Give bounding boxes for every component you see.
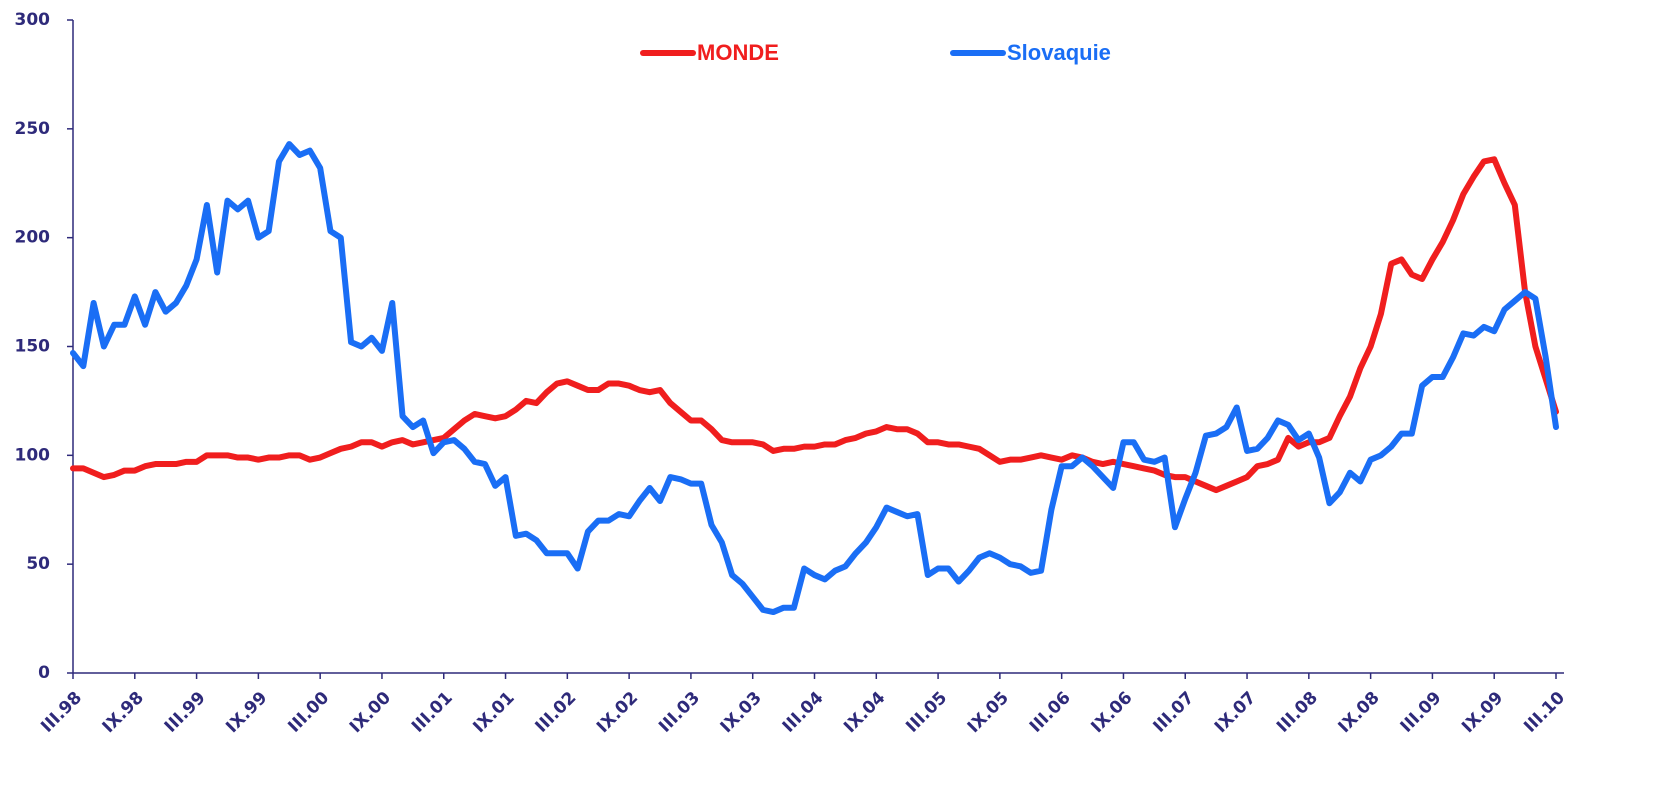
x-tick-label: IX.98 bbox=[99, 688, 148, 737]
x-tick-label: III.08 bbox=[1273, 688, 1322, 737]
x-tick-label: III.01 bbox=[408, 688, 457, 737]
series-line bbox=[70, 141, 1559, 616]
y-tick-label: 300 bbox=[15, 10, 51, 30]
x-tick-label: IX.09 bbox=[1458, 688, 1507, 737]
x-tick-label: IX.01 bbox=[469, 688, 518, 737]
x-tick-label: III.00 bbox=[284, 688, 333, 737]
x-tick-label: IX.99 bbox=[222, 688, 271, 737]
legend-label: MONDE bbox=[697, 40, 779, 65]
x-tick-label: III.99 bbox=[161, 688, 210, 737]
x-tick-label: IX.07 bbox=[1211, 688, 1260, 737]
y-tick-label: 200 bbox=[15, 228, 51, 248]
y-tick-label: 250 bbox=[15, 119, 51, 139]
y-tick-label: 100 bbox=[15, 445, 51, 465]
x-tick-label: III.04 bbox=[779, 688, 828, 737]
x-tick-label: IX.03 bbox=[717, 688, 766, 737]
x-tick-label: IX.06 bbox=[1087, 688, 1136, 737]
y-tick-label: 0 bbox=[38, 663, 50, 683]
x-tick-label: IX.08 bbox=[1335, 688, 1384, 737]
x-tick-label: III.03 bbox=[655, 688, 704, 737]
x-tick-label: III.05 bbox=[902, 688, 951, 737]
x-tick-label: IX.04 bbox=[840, 688, 889, 737]
x-tick-label: IX.05 bbox=[964, 688, 1013, 737]
series-line bbox=[70, 156, 1559, 494]
y-tick-label: 150 bbox=[15, 337, 51, 357]
x-tick-label: IX.02 bbox=[593, 688, 642, 737]
x-tick-label: III.07 bbox=[1149, 688, 1198, 737]
x-tick-label: III.10 bbox=[1520, 688, 1569, 737]
legend-label: Slovaquie bbox=[1007, 40, 1111, 65]
x-tick-label: III.98 bbox=[37, 688, 86, 737]
x-tick-label: III.06 bbox=[1026, 688, 1075, 737]
x-tick-label: IX.00 bbox=[346, 688, 395, 737]
x-tick-label: III.09 bbox=[1397, 688, 1446, 737]
x-tick-label: III.02 bbox=[532, 688, 581, 737]
y-tick-label: 50 bbox=[26, 554, 50, 574]
